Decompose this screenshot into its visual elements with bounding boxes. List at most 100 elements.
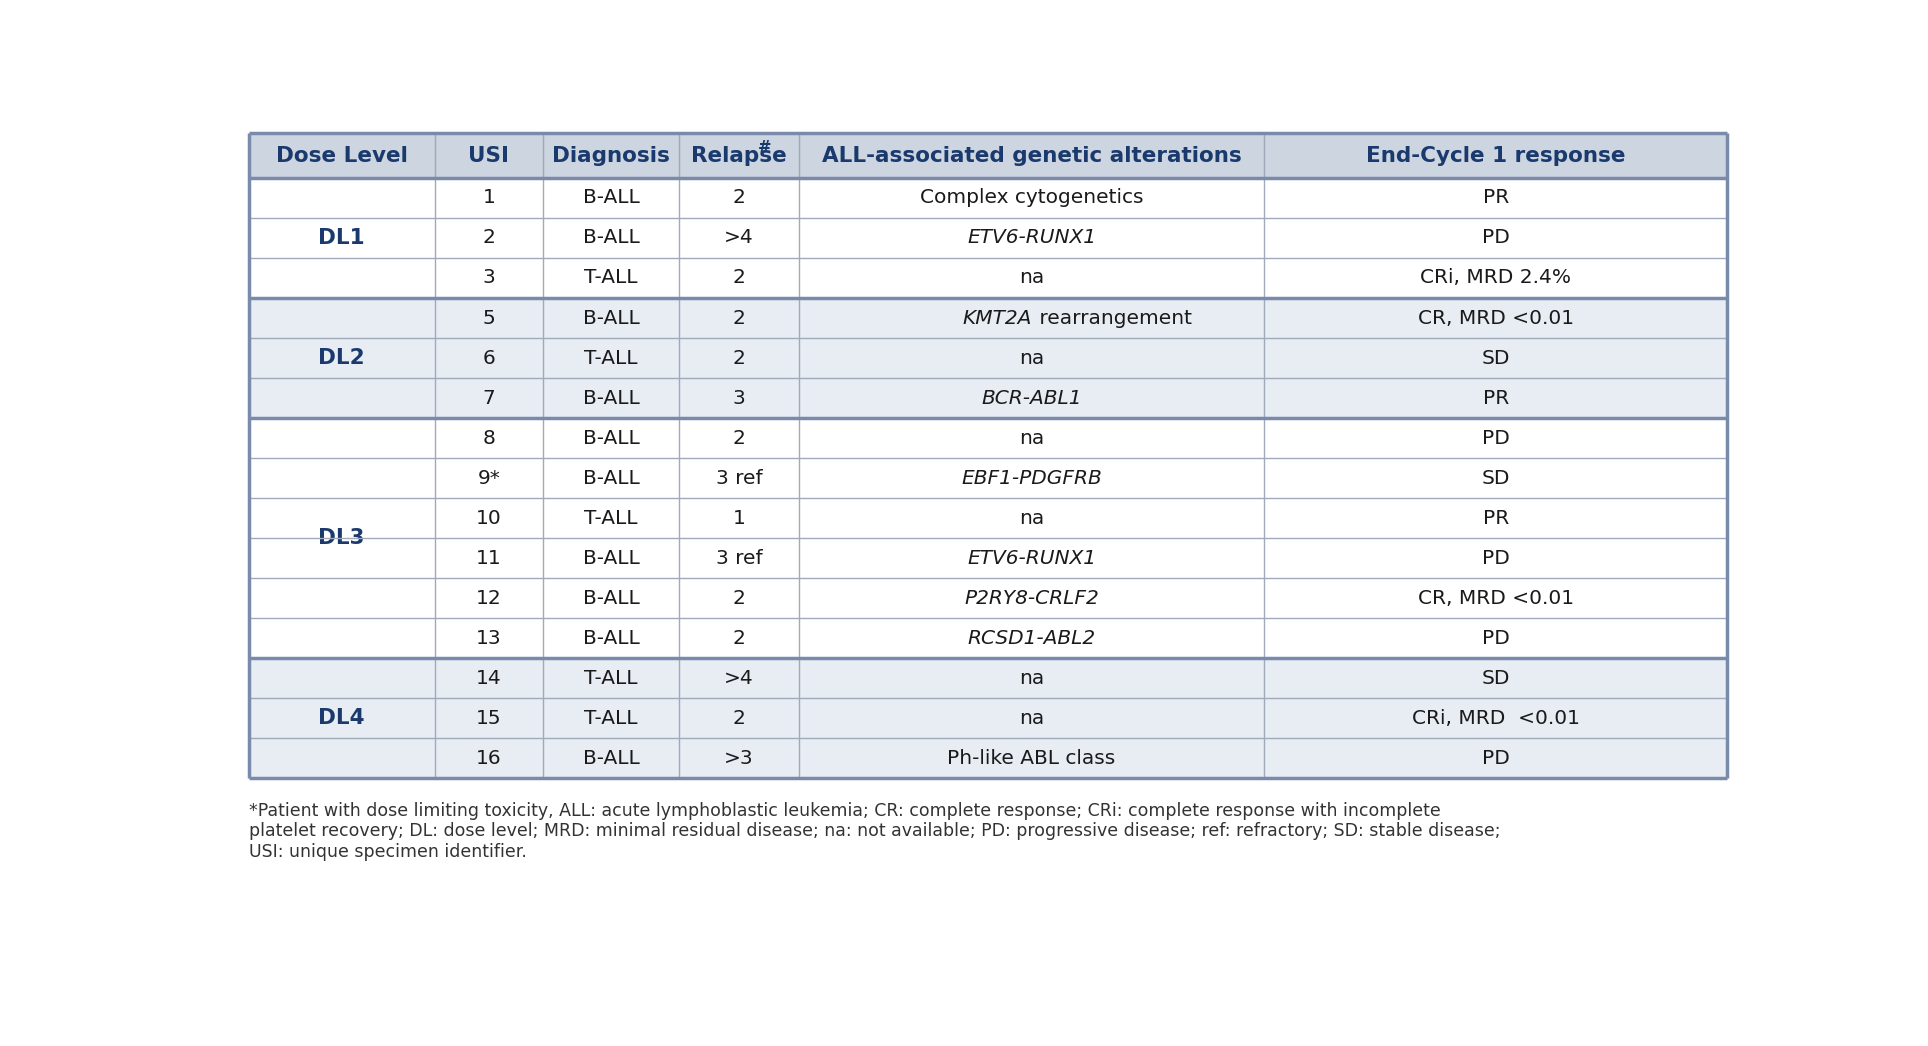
Text: 2: 2: [482, 228, 495, 248]
Text: ETV6-RUNX1: ETV6-RUNX1: [968, 549, 1095, 568]
Text: DL4: DL4: [318, 708, 364, 728]
Text: PD: PD: [1483, 549, 1510, 568]
Text: B-ALL: B-ALL: [582, 549, 640, 568]
Text: 7: 7: [482, 389, 495, 408]
Text: PD: PD: [1483, 429, 1510, 448]
FancyBboxPatch shape: [249, 218, 1727, 258]
Text: DL3: DL3: [318, 528, 364, 548]
Text: >3: >3: [725, 749, 754, 768]
Text: 16: 16: [476, 749, 501, 768]
Text: PD: PD: [1483, 749, 1510, 768]
Text: 2: 2: [733, 429, 746, 448]
FancyBboxPatch shape: [249, 133, 1727, 178]
Text: na: na: [1018, 429, 1045, 448]
Text: 3 ref: 3 ref: [715, 469, 762, 487]
Text: 15: 15: [476, 709, 501, 728]
Text: 10: 10: [476, 508, 501, 528]
Text: CR, MRD <0.01: CR, MRD <0.01: [1417, 309, 1573, 327]
Text: 8: 8: [482, 429, 495, 448]
Text: Dose Level: Dose Level: [276, 145, 407, 165]
Text: Relapse: Relapse: [690, 145, 787, 165]
Text: 2: 2: [733, 589, 746, 608]
Text: 3: 3: [733, 389, 746, 408]
Text: 3: 3: [482, 269, 495, 288]
Text: na: na: [1018, 508, 1045, 528]
FancyBboxPatch shape: [249, 618, 1727, 658]
Text: 1: 1: [482, 188, 495, 207]
Text: 9*: 9*: [478, 469, 501, 487]
Text: SD: SD: [1481, 668, 1510, 688]
FancyBboxPatch shape: [249, 258, 1727, 298]
Text: DL1: DL1: [318, 228, 364, 248]
Text: na: na: [1018, 668, 1045, 688]
Text: KMT2A: KMT2A: [962, 309, 1031, 327]
Text: Relapse: Relapse: [690, 145, 787, 165]
Text: SD: SD: [1481, 469, 1510, 487]
Text: B-ALL: B-ALL: [582, 469, 640, 487]
Text: B-ALL: B-ALL: [582, 589, 640, 608]
FancyBboxPatch shape: [249, 378, 1727, 418]
Text: 2: 2: [733, 629, 746, 647]
FancyBboxPatch shape: [249, 658, 1727, 699]
Text: #: #: [758, 140, 771, 156]
Text: End-Cycle 1 response: End-Cycle 1 response: [1365, 145, 1625, 165]
Text: SD: SD: [1481, 348, 1510, 367]
Text: 11: 11: [476, 549, 501, 568]
Text: PR: PR: [1483, 508, 1510, 528]
FancyBboxPatch shape: [249, 738, 1727, 778]
Text: >4: >4: [725, 228, 754, 248]
Text: 1: 1: [733, 508, 746, 528]
Text: PD: PD: [1483, 629, 1510, 647]
Text: PD: PD: [1483, 228, 1510, 248]
Text: T-ALL: T-ALL: [584, 668, 638, 688]
Text: 6: 6: [482, 348, 495, 367]
Text: B-ALL: B-ALL: [582, 309, 640, 327]
Text: B-ALL: B-ALL: [582, 429, 640, 448]
FancyBboxPatch shape: [249, 578, 1727, 618]
FancyBboxPatch shape: [249, 539, 1727, 578]
Text: P2RY8-CRLF2: P2RY8-CRLF2: [964, 589, 1099, 608]
Text: 2: 2: [733, 348, 746, 367]
Text: na: na: [1018, 269, 1045, 288]
Text: Diagnosis: Diagnosis: [551, 145, 671, 165]
Text: Complex cytogenetics: Complex cytogenetics: [920, 188, 1143, 207]
Text: CRi, MRD  <0.01: CRi, MRD <0.01: [1411, 709, 1579, 728]
Text: *Patient with dose limiting toxicity, ALL: acute lymphoblastic leukemia; CR: com: *Patient with dose limiting toxicity, AL…: [249, 801, 1500, 861]
Text: 5: 5: [482, 309, 495, 327]
Text: ETV6-RUNX1: ETV6-RUNX1: [968, 228, 1095, 248]
Text: T-ALL: T-ALL: [584, 709, 638, 728]
Text: rearrangement: rearrangement: [1033, 309, 1192, 327]
Text: >4: >4: [725, 668, 754, 688]
Text: CRi, MRD 2.4%: CRi, MRD 2.4%: [1421, 269, 1571, 288]
Text: 14: 14: [476, 668, 501, 688]
FancyBboxPatch shape: [249, 498, 1727, 539]
Text: 2: 2: [733, 269, 746, 288]
Text: B-ALL: B-ALL: [582, 188, 640, 207]
Text: 2: 2: [733, 309, 746, 327]
Text: 3 ref: 3 ref: [715, 549, 762, 568]
Text: 2: 2: [733, 709, 746, 728]
Text: na: na: [1018, 348, 1045, 367]
Text: 2: 2: [733, 188, 746, 207]
FancyBboxPatch shape: [249, 178, 1727, 218]
Text: CR, MRD <0.01: CR, MRD <0.01: [1417, 589, 1573, 608]
Text: ALL-associated genetic alterations: ALL-associated genetic alterations: [821, 145, 1242, 165]
Text: T-ALL: T-ALL: [584, 348, 638, 367]
FancyBboxPatch shape: [249, 418, 1727, 458]
Text: B-ALL: B-ALL: [582, 228, 640, 248]
Text: T-ALL: T-ALL: [584, 269, 638, 288]
Text: B-ALL: B-ALL: [582, 389, 640, 408]
FancyBboxPatch shape: [249, 338, 1727, 378]
Text: na: na: [1018, 709, 1045, 728]
FancyBboxPatch shape: [249, 298, 1727, 338]
Text: T-ALL: T-ALL: [584, 508, 638, 528]
Text: PR: PR: [1483, 188, 1510, 207]
Text: 12: 12: [476, 589, 501, 608]
Text: BCR-ABL1: BCR-ABL1: [981, 389, 1082, 408]
Text: DL2: DL2: [318, 348, 364, 368]
Text: B-ALL: B-ALL: [582, 749, 640, 768]
Text: Ph-like ABL class: Ph-like ABL class: [947, 749, 1116, 768]
FancyBboxPatch shape: [249, 458, 1727, 498]
Text: EBF1-PDGFRB: EBF1-PDGFRB: [962, 469, 1103, 487]
Text: 13: 13: [476, 629, 501, 647]
